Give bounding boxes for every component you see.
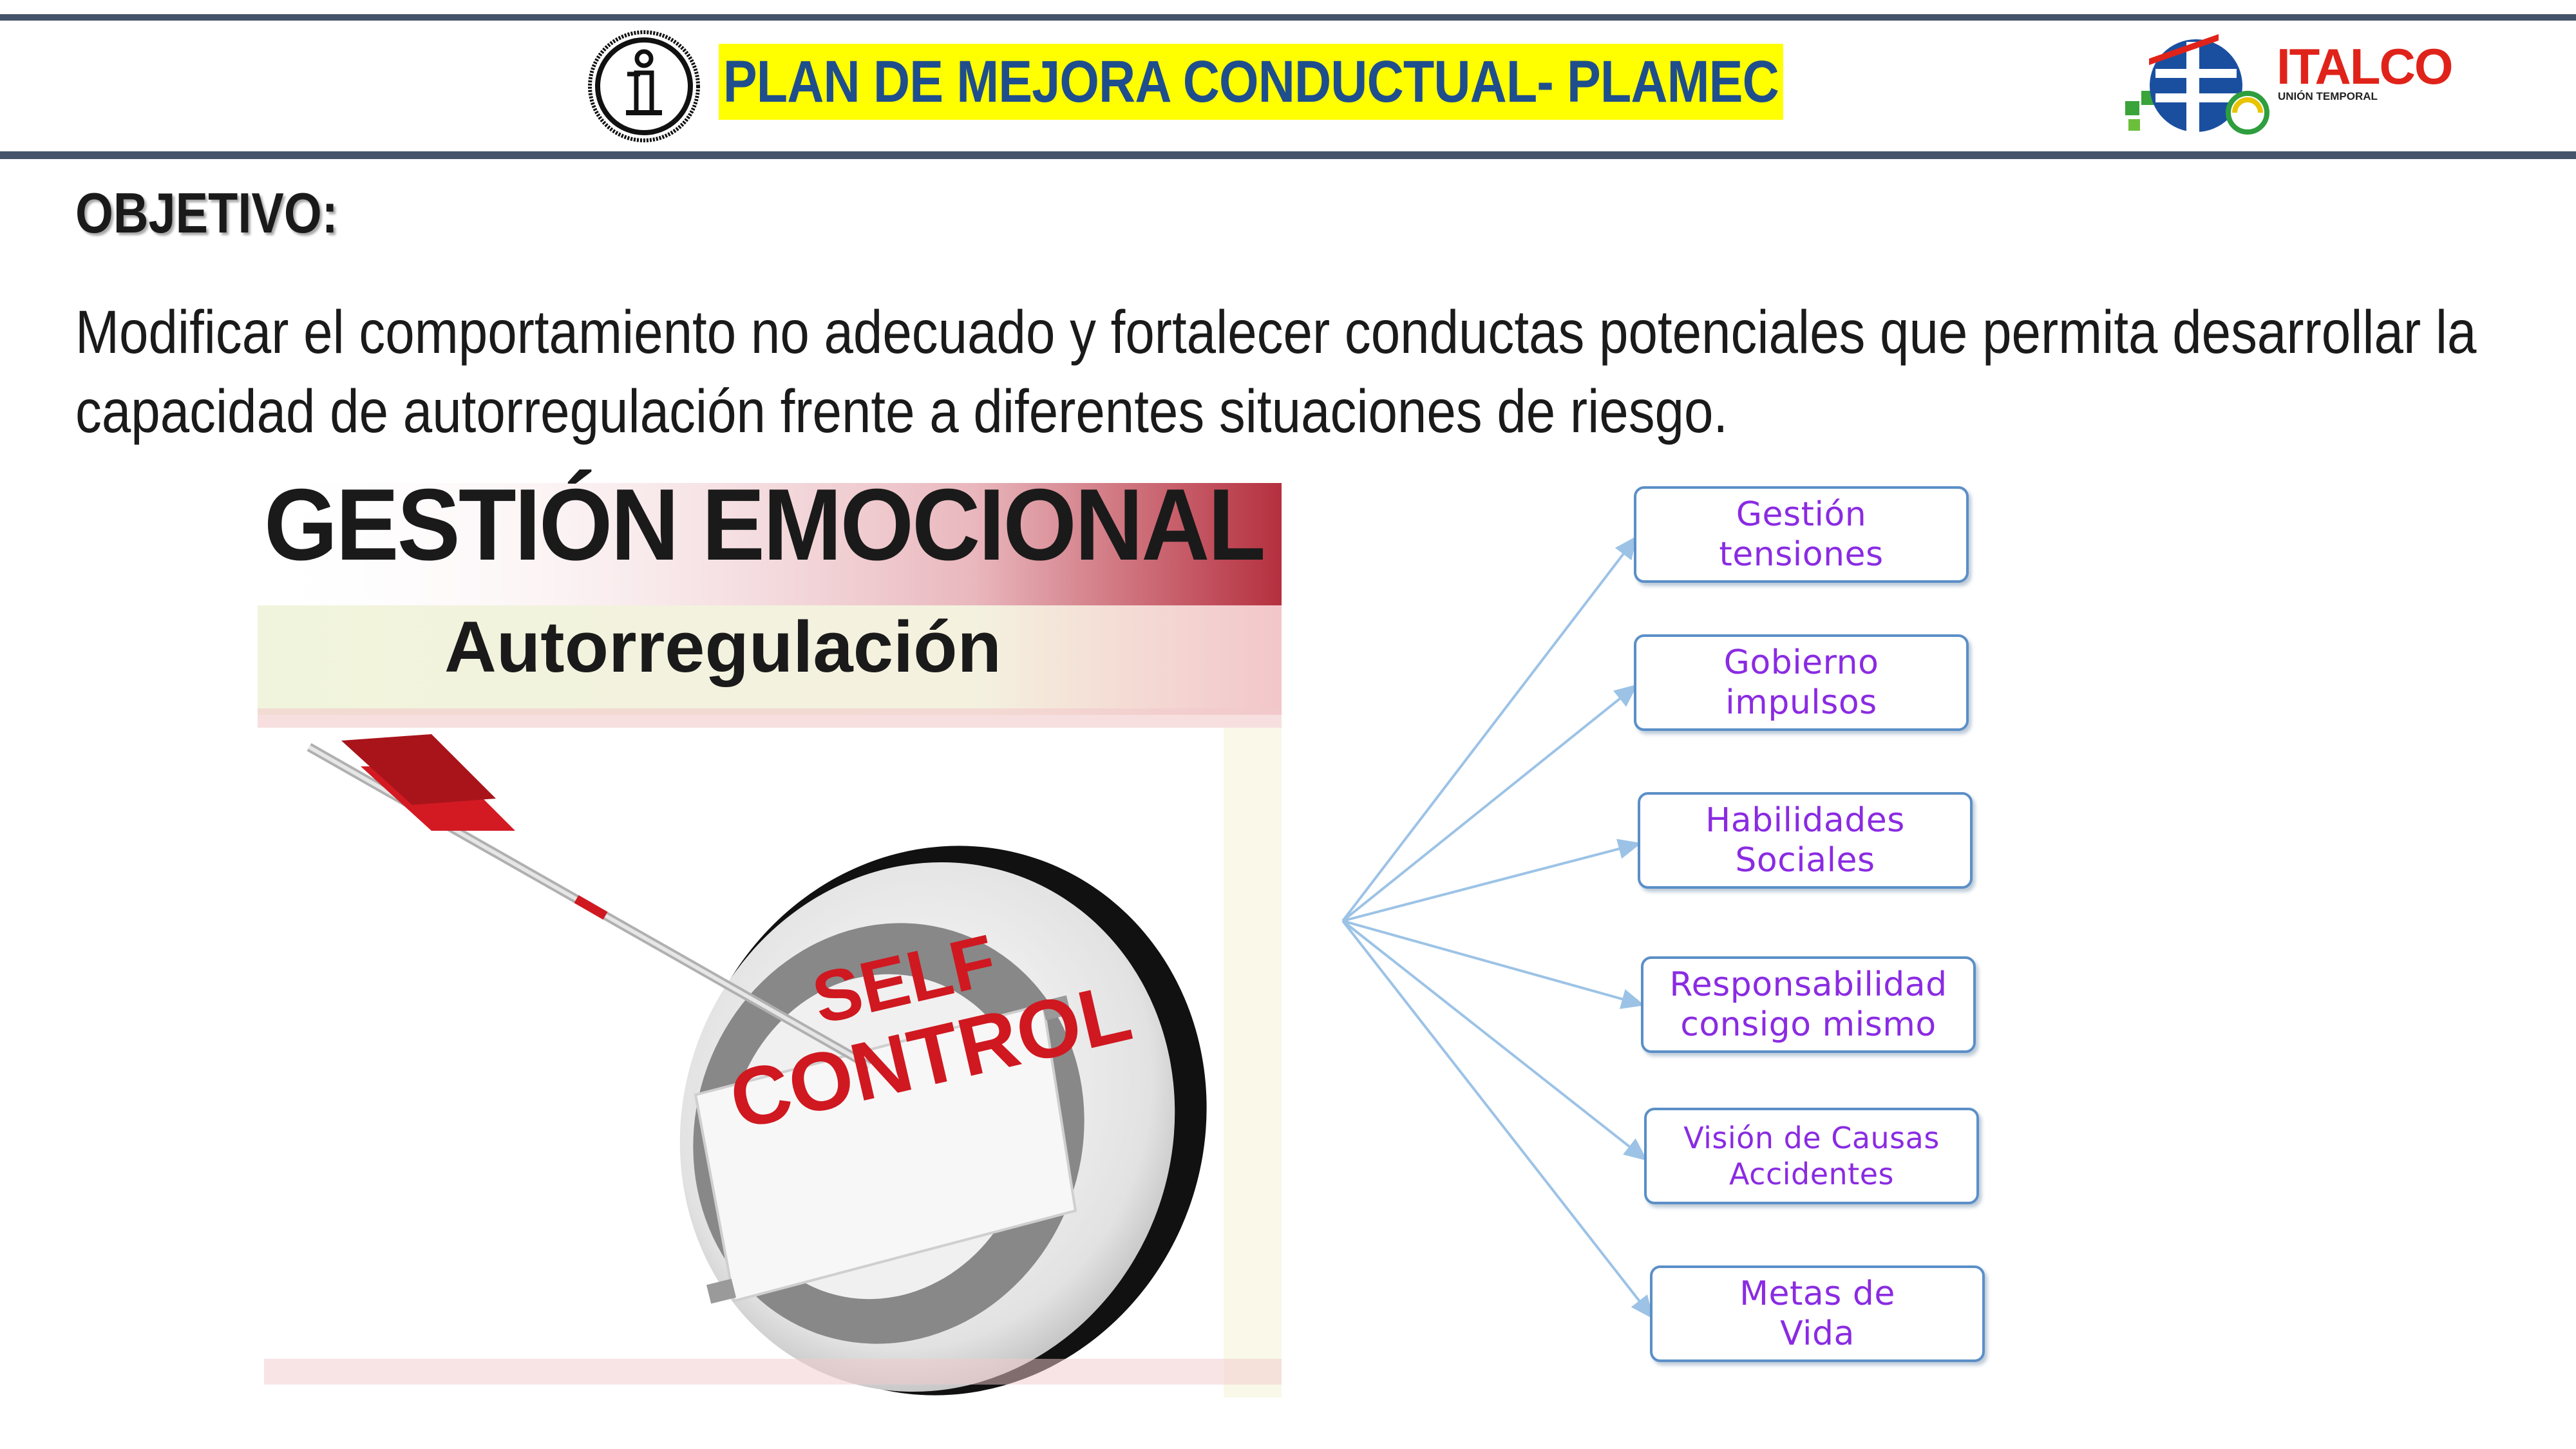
branch-label: Responsabilidad consigo mismo: [1669, 965, 1947, 1044]
logo-subtitle: UNIÓN TEMPORAL: [2278, 90, 2378, 102]
italco-logo: [2125, 34, 2269, 135]
graphic-title: GESTIÓN EMOCIONAL: [264, 468, 1265, 582]
branch-box-gestion-tensiones: Gestión tensiones: [1634, 486, 1969, 583]
header-bottom-rule: [0, 151, 2576, 159]
objective-text: Modificar el comportamiento no adecuado …: [75, 298, 2477, 446]
page-title: PLAN DE MEJORA CONDUCTUAL- PLAMEC: [719, 44, 1783, 120]
branch-box-metas-vida: Metas de Vida: [1650, 1265, 1985, 1362]
connector-1: [1341, 535, 1638, 922]
branch-label: Habilidades Sociales: [1705, 801, 1905, 880]
logo-name: ITALCO: [2277, 38, 2454, 95]
branch-label: Gobierno impulsos: [1723, 643, 1879, 722]
connector-2: [1341, 684, 1638, 922]
header-top-rule: [0, 14, 2576, 21]
graphic-subtitle: Autorregulación: [444, 607, 1001, 687]
branch-box-gobierno-impulsos: Gobierno impulsos: [1634, 634, 1969, 731]
objective-heading: OBJETIVO:: [75, 181, 338, 245]
connector-3: [1342, 838, 1642, 922]
branch-label: Gestión tensiones: [1719, 495, 1884, 574]
connector-6: [1341, 920, 1654, 1320]
connector-5: [1341, 920, 1648, 1161]
branch-label: Visión de Causas Accidentes: [1683, 1121, 1940, 1191]
branch-box-habilidades-sociales: Habilidades Sociales: [1638, 792, 1973, 889]
emotional-management-illustration: [245, 464, 1294, 1404]
branch-box-vision-causas: Visión de Causas Accidentes: [1644, 1108, 1979, 1204]
branch-box-responsabilidad: Responsabilidad consigo mismo: [1641, 956, 1976, 1053]
branch-label: Metas de Vida: [1739, 1274, 1895, 1353]
info-icon: [588, 30, 700, 142]
connector-4: [1342, 920, 1645, 1009]
